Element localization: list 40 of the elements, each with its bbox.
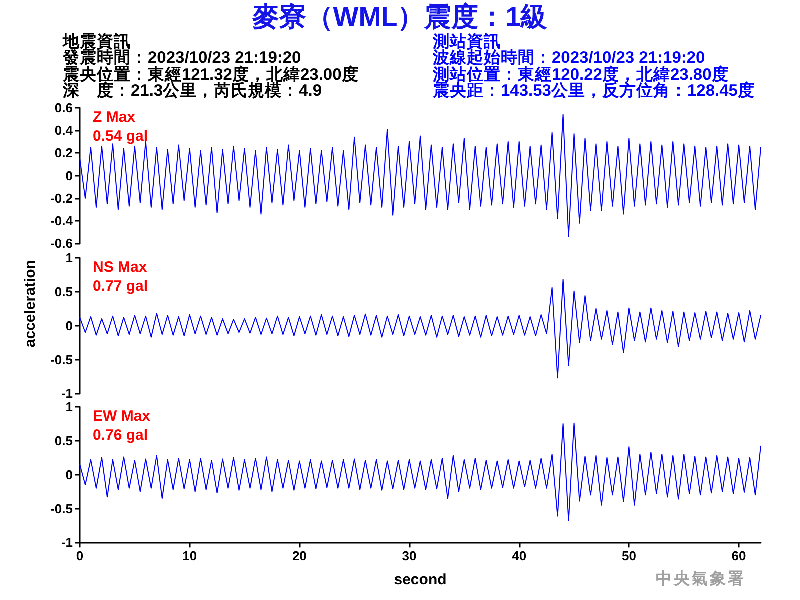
line-series	[80, 423, 762, 522]
annotation: 0.54 gal	[93, 128, 148, 145]
annotation: 0.77 gal	[93, 278, 148, 295]
text: 測站資訊	[433, 33, 502, 51]
y-tick-label: 0.2	[54, 146, 73, 161]
y-tick-label: 1	[66, 250, 73, 266]
y-tick-label: -0.5	[50, 352, 73, 367]
x-axis-title: second	[394, 572, 447, 589]
text: 深 度：21.3公里，芮氏規模：4.9	[63, 82, 324, 100]
x-tick-label: 60	[732, 548, 746, 564]
x-tick-label: 0	[76, 548, 84, 564]
y-tick-label: 0	[66, 318, 73, 333]
x-tick-label: 50	[622, 548, 636, 564]
y-tick-label: -1	[61, 386, 73, 401]
y-axis-title: acceleration	[22, 260, 39, 348]
text: 地震資訊	[63, 33, 132, 51]
annotation: EW Max	[93, 408, 152, 426]
y-tick-label: -1	[61, 535, 73, 550]
x-tick-label: 40	[512, 548, 527, 564]
y-tick-label: -0.6	[50, 236, 73, 252]
x-tick-label: 10	[182, 548, 198, 564]
y-tick-label: 0	[66, 168, 73, 184]
annotation: Z Max	[93, 109, 136, 126]
x-tick-label: 20	[292, 548, 307, 564]
y-tick-label: -0.4	[50, 214, 74, 229]
y-tick-label: -0.5	[50, 502, 73, 517]
line-series	[80, 278, 762, 378]
y-tick-label: 0.5	[54, 284, 73, 300]
y-tick-label: 1	[66, 400, 73, 415]
text: 麥寮（WML）震度：1級	[251, 2, 549, 32]
annotation: 0.76 gal	[93, 427, 148, 444]
text: 中央氣象署	[656, 569, 746, 589]
x-tick-label: 30	[402, 548, 417, 564]
y-tick-label: 0.5	[54, 434, 73, 449]
text: 震央距：143.53公里，反方位角：128.45度	[433, 82, 755, 100]
y-tick-label: -0.2	[50, 190, 73, 206]
y-tick-label: 0.6	[54, 100, 73, 116]
annotation: NS Max	[93, 258, 148, 276]
y-tick-label: 0	[66, 468, 73, 483]
y-tick-label: 0.4	[54, 123, 74, 138]
